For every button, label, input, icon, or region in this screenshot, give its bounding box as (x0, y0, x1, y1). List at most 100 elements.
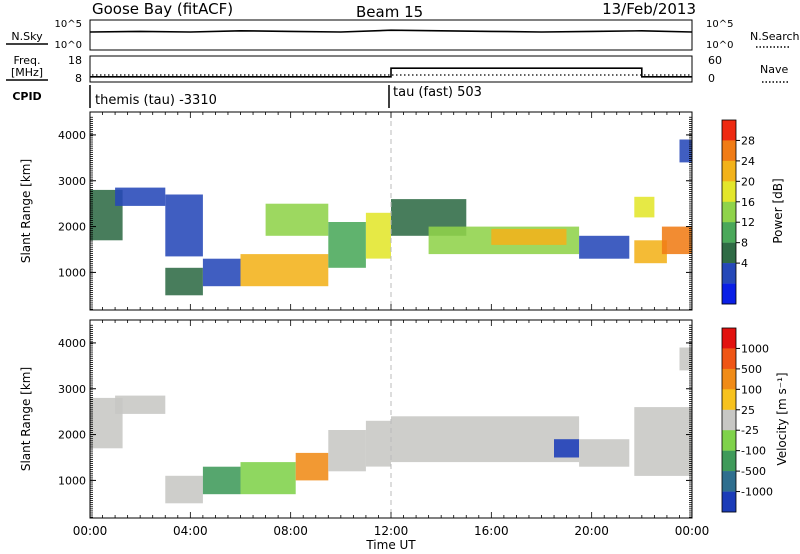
nsky-panel: N.Sky 10^5 10^0 10^5 10^0 N.Search (6, 19, 800, 51)
heatmap-patch (365, 212, 391, 259)
colorbar-tick-label: 100 (741, 383, 762, 396)
y-tick-label: 3000 (58, 175, 86, 188)
power-colorbar-label: Power [dB] (771, 178, 785, 243)
velocity-panel: 1000 2000 3000 4000 00:00 04:00 08:00 12:00 16:… (19, 319, 789, 552)
colorbar-swatch (722, 430, 736, 451)
heatmap-patch (165, 194, 203, 257)
x-tick-label: 16:00 (474, 524, 509, 538)
velocity-colorbar-label: Velocity [m s⁻¹] (775, 372, 789, 465)
heatmap-patch (202, 258, 241, 287)
colorbar-swatch (722, 491, 736, 513)
nsky-tick-bottom: 10^0 (55, 40, 82, 51)
nsearch-tick-bottom: 10^0 (706, 40, 733, 51)
heatmap-patch (202, 466, 241, 495)
colorbar-tick-label: 25 (741, 404, 755, 417)
heatmap-patch (634, 240, 667, 264)
heatmap-patch (491, 228, 567, 245)
heatmap-patch (328, 222, 366, 268)
x-tick-label: 00:00 (675, 524, 710, 538)
x-tick-label: 04:00 (173, 524, 208, 538)
colorbar-tick-label: 500 (741, 363, 762, 376)
colorbar-swatch (722, 328, 736, 349)
velocity-xlabel: Time UT (365, 538, 416, 552)
y-tick-label: 1000 (58, 474, 86, 487)
freq-tick-bottom: 8 (75, 72, 82, 85)
heatmap-patch (240, 254, 329, 287)
power-panel: 1000 2000 3000 4000 Slant Range [km] 28 24 20… (19, 111, 785, 311)
colorbar-swatch (722, 201, 736, 223)
heatmap-patch (634, 196, 655, 218)
colorbar-swatch (722, 120, 736, 141)
heatmap-patch (554, 439, 580, 458)
colorbar-tick-label: 16 (741, 196, 755, 209)
colorbar-tick-label: 20 (741, 175, 755, 188)
freq-label: Freq. (13, 54, 40, 67)
colorbar-frame (721, 119, 737, 305)
colorbar-swatch (722, 181, 736, 202)
colorbar-swatch (722, 409, 736, 431)
colorbar-frame (721, 327, 737, 513)
heatmap-patch (391, 416, 580, 463)
colorbar-tick-label: 28 (741, 134, 755, 147)
x-tick-label: 12:00 (374, 524, 409, 538)
x-tick-label: 20:00 (574, 524, 609, 538)
colorbar-tick-label: 12 (741, 216, 755, 229)
heatmap-patch (661, 226, 692, 255)
heatmap-patch (115, 395, 166, 414)
nave-label: Nave (760, 63, 788, 76)
velocity-colorbar: 1000 500 100 25 -25 -100 -500 -1000 (721, 327, 773, 513)
freq-panel: Freq. [MHz] 18 8 60 0 Nave (6, 54, 790, 85)
colorbar-swatch (722, 242, 736, 264)
colorbar-swatch (722, 450, 736, 472)
heatmap-patch (579, 439, 630, 467)
heatmap-patch (165, 267, 203, 296)
station-title: Goose Bay (fitACF) (92, 0, 233, 18)
freq-trace (90, 67, 692, 78)
colorbar-tick-label: -1000 (741, 486, 773, 499)
y-tick-label: 4000 (58, 129, 86, 142)
colorbar-swatch (722, 160, 736, 182)
y-tick-label: 2000 (58, 221, 86, 234)
heatmap-patch (295, 452, 329, 481)
heatmap-patch (579, 235, 630, 259)
nsearch-label: N.Search (750, 30, 800, 43)
heatmap-patch (265, 203, 329, 236)
cpid-segment-1: themis (tau) -3310 (95, 93, 217, 108)
y-tick-label: 4000 (58, 337, 86, 350)
colorbar-swatch (722, 263, 736, 284)
nsky-tick-top: 10^5 (55, 19, 82, 30)
heatmap-patch (240, 462, 296, 495)
y-tick-label: 3000 (58, 383, 86, 396)
colorbar-tick-label: 24 (741, 155, 755, 168)
colorbar-swatch (722, 222, 736, 243)
colorbar-tick-label: 4 (741, 257, 748, 270)
cpid-label: CPID (12, 90, 41, 103)
freq-tick-top: 18 (68, 54, 82, 67)
colorbar-swatch (722, 389, 736, 410)
y-tick-label: 1000 (58, 266, 86, 279)
cpid-segment-2: tau (fast) 503 (393, 85, 482, 100)
heatmap-patch (165, 475, 203, 504)
power-colorbar: 28 24 20 16 12 8 4 (721, 119, 755, 305)
heatmap-patch (679, 139, 692, 163)
colorbar-tick-label: -100 (741, 445, 766, 458)
x-tick-label: 00:00 (73, 524, 108, 538)
nave-tick-top: 60 (708, 54, 722, 67)
y-tick-label: 2000 (58, 429, 86, 442)
date-label: 13/Feb/2013 (602, 0, 696, 18)
power-ylabel: Slant Range [km] (19, 159, 33, 263)
colorbar-swatch (722, 283, 736, 305)
colorbar-tick-label: -500 (741, 465, 766, 478)
colorbar-tick-label: 1000 (741, 342, 769, 355)
colorbar-tick-label: -25 (741, 424, 759, 437)
colorbar-swatch (722, 140, 736, 162)
cpid-panel: CPID themis (tau) -3310 tau (fast) 503 (12, 85, 482, 108)
nsky-label: N.Sky (11, 30, 43, 43)
heatmap-patch (115, 187, 166, 206)
nsearch-tick-top: 10^5 (706, 19, 733, 30)
colorbar-swatch (722, 471, 736, 492)
heatmap-patch (365, 420, 391, 467)
x-tick-label: 08:00 (273, 524, 308, 538)
colorbar-swatch (722, 368, 736, 390)
